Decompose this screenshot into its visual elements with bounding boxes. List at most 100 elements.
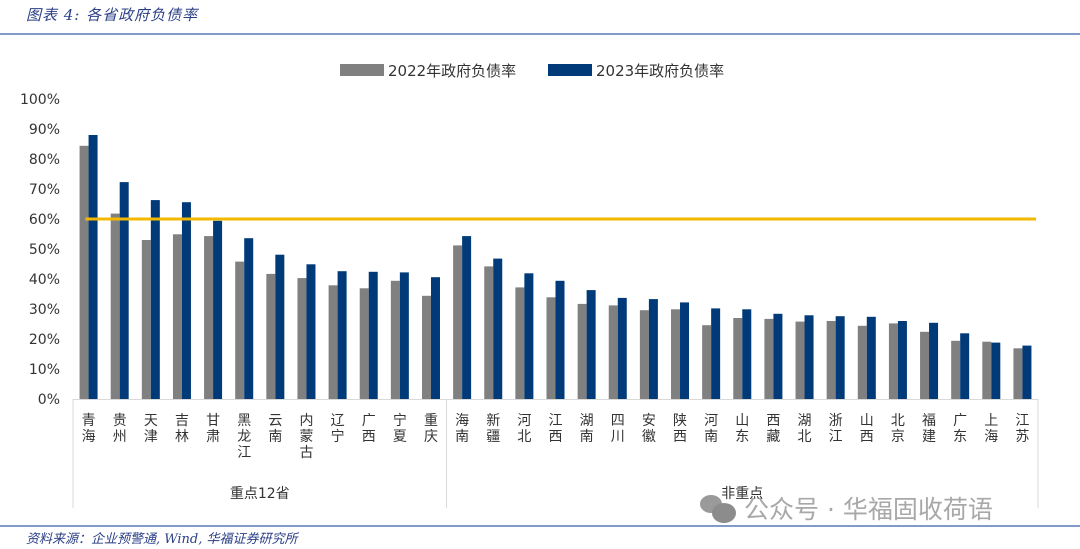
x-tick-label: 新疆 [486, 413, 500, 445]
bar-2023 [1022, 345, 1032, 399]
bar-2023 [835, 316, 845, 399]
bar-2022 [546, 297, 556, 399]
group-label: 重点12省 [230, 486, 290, 502]
bar-2023 [586, 290, 596, 399]
bar-2022 [951, 340, 961, 399]
bar-2022 [671, 309, 681, 399]
bar-2022 [826, 321, 836, 399]
bar-2023 [213, 220, 223, 399]
bar-2023 [399, 272, 409, 399]
bar-2022 [888, 323, 898, 399]
x-tick-label: 宁夏 [393, 412, 407, 445]
bar-2023 [742, 309, 752, 399]
figure-title: 图表 4: 各省政府负债率 [26, 6, 199, 24]
y-tick-label: 60% [29, 212, 60, 228]
x-tick-label: 河南 [704, 413, 718, 445]
bar-2023 [866, 316, 876, 399]
bar-2022 [235, 261, 245, 399]
bar-2023 [244, 238, 254, 399]
bar-2023 [275, 254, 285, 399]
bar-2023 [804, 315, 814, 399]
x-tick-label: 内蒙古 [299, 413, 313, 461]
y-tick-label: 100% [20, 92, 60, 108]
bar-2022 [141, 240, 151, 399]
x-tick-label: 湖北 [798, 413, 812, 445]
x-tick-label: 四川 [611, 413, 625, 445]
y-tick-label: 50% [29, 242, 60, 258]
x-tick-label: 黑龙江 [237, 413, 251, 461]
x-tick-label: 吉林 [175, 413, 189, 445]
x-tick-label: 海南 [455, 413, 469, 445]
x-tick-label: 福建 [922, 413, 936, 445]
x-tick-label: 辽宁 [331, 413, 345, 445]
bar-2022 [795, 321, 805, 399]
x-tick-label: 重庆 [424, 413, 438, 445]
bar-2023 [929, 322, 939, 399]
bar-2022 [453, 245, 463, 399]
bar-2022 [204, 236, 214, 399]
bar-2023 [150, 200, 160, 399]
bar-2022 [110, 213, 120, 399]
x-tick-label: 湖南 [580, 413, 594, 445]
bar-2023 [119, 182, 129, 399]
y-tick-label: 40% [29, 272, 60, 288]
legend-swatch [340, 64, 384, 76]
bar-2023 [88, 135, 98, 399]
bar-2023 [430, 277, 440, 399]
bar-2023 [493, 258, 503, 399]
bar-2022 [390, 280, 400, 399]
y-tick-label: 80% [29, 152, 60, 168]
bar-2023 [337, 271, 347, 399]
bar-2023 [648, 299, 658, 399]
bar-2022 [857, 325, 867, 399]
x-tick-label: 浙江 [829, 413, 843, 445]
bar-2023 [462, 236, 472, 399]
bar-2022 [639, 310, 649, 399]
bar-2022 [79, 145, 89, 399]
y-tick-label: 70% [29, 182, 60, 198]
bar-2022 [328, 285, 338, 399]
source-note: 资料来源：企业预警通, Wind, 华福证券研究所 [26, 532, 298, 547]
watermark-text: 公众号 · 华福固收荷语 [744, 495, 993, 524]
bar-2022 [359, 288, 369, 399]
y-tick-label: 30% [29, 302, 60, 318]
legend-swatch [548, 64, 592, 76]
y-tick-label: 90% [29, 122, 60, 138]
x-tick-label: 安徽 [642, 413, 656, 445]
wechat-icon [700, 493, 738, 523]
x-tick-label: 河北 [517, 413, 531, 445]
x-tick-label: 贵州 [113, 413, 127, 445]
x-tick-label: 上海 [984, 413, 998, 445]
legend-label: 2023年政府负债率 [596, 62, 724, 80]
bar-2022 [920, 331, 930, 399]
bar-2023 [897, 321, 907, 399]
bar-2023 [711, 308, 721, 399]
bar-2023 [773, 313, 783, 399]
bar-2023 [306, 264, 316, 399]
x-tick-label: 青海 [82, 413, 96, 445]
bar-2022 [172, 234, 182, 399]
bar-2023 [181, 202, 191, 399]
group-label: 非重点 [721, 486, 763, 502]
bar-2023 [680, 302, 690, 399]
bar-2022 [608, 305, 618, 399]
bar-2022 [1013, 348, 1023, 399]
bar-2022 [733, 318, 743, 399]
x-tick-label: 陕西 [673, 413, 687, 445]
x-tick-label: 江西 [549, 413, 563, 445]
bar-2022 [297, 278, 307, 399]
y-tick-label: 10% [29, 362, 60, 378]
bar-2023 [368, 271, 378, 399]
bar-2022 [421, 295, 431, 399]
x-tick-label: 甘肃 [206, 413, 220, 445]
x-tick-label: 山西 [860, 413, 874, 445]
bar-2023 [617, 297, 627, 399]
bar-2022 [515, 287, 525, 399]
bar-2023 [960, 333, 970, 399]
x-tick-label: 西藏 [766, 413, 780, 445]
watermark: 公众号 · 华福固收荷语 [700, 490, 993, 526]
x-tick-label: 云南 [268, 413, 282, 445]
x-tick-label: 江苏 [1015, 413, 1029, 445]
footer-rule [0, 525, 1080, 527]
